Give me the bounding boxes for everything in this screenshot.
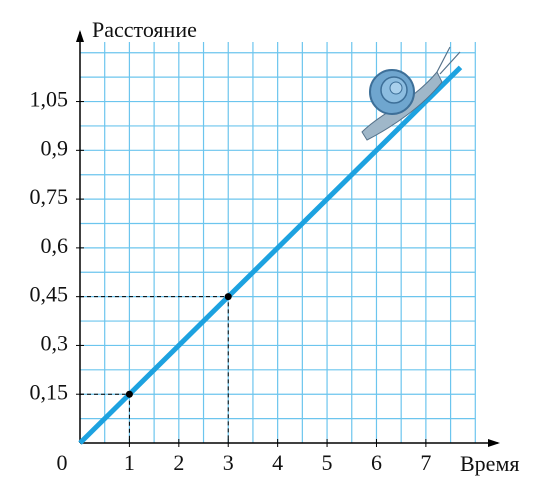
y-tick-label: 1,05	[30, 87, 69, 112]
line	[78, 65, 463, 445]
x-tick-label: 7	[420, 450, 431, 475]
y-tick-label: 0,3	[41, 330, 69, 355]
y-axis-arrow	[76, 30, 84, 42]
y-axis-label: Расстояние	[92, 17, 197, 42]
x-tick-label: 3	[223, 450, 234, 475]
y-tick-label: 0,6	[41, 233, 69, 258]
x-tick-label: 2	[173, 450, 184, 475]
x-tick-label: 4	[272, 450, 283, 475]
x-axis-label: Время	[460, 451, 519, 476]
y-tick-label: 0,75	[30, 184, 69, 209]
y-tick-label: 0,15	[30, 379, 69, 404]
y-tick-label: 0,9	[41, 135, 69, 160]
x-tick-label: 6	[371, 450, 382, 475]
snail-illustration	[361, 46, 461, 141]
y-tick-label: 0,45	[30, 282, 69, 307]
point	[224, 293, 232, 301]
x-tick-label: 1	[124, 450, 135, 475]
x-axis-arrow	[488, 439, 500, 447]
point	[125, 390, 133, 398]
x-tick-label: 0	[57, 450, 68, 475]
plot: 0 1 2 3 4 5 6 7 0,15 0,3 0,45 0,6 0,75 0,9 1,05	[30, 30, 500, 475]
x-tick-label: 5	[322, 450, 333, 475]
